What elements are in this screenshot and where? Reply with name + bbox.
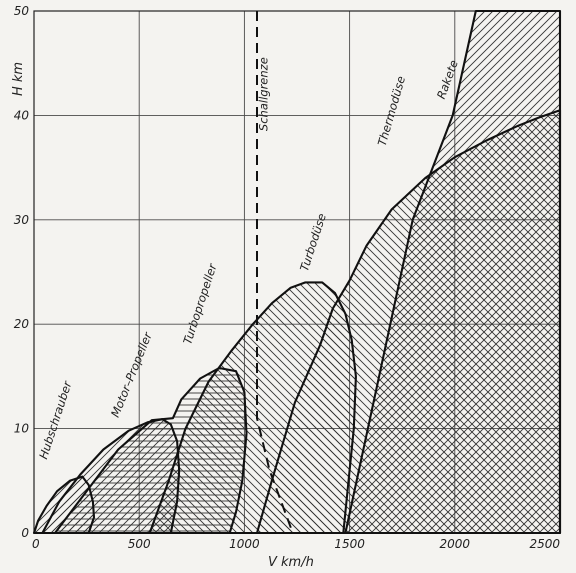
x-tick-1000: 1000 <box>229 537 260 551</box>
y-axis-label: H km <box>11 62 26 96</box>
y-tick-40: 40 <box>14 108 30 122</box>
y-tick-0: 0 <box>21 526 29 540</box>
y-tick-30: 30 <box>14 213 30 227</box>
tick-labels: 0 500 1000 1500 2000 2500 0 10 20 30 40 50 <box>14 4 561 551</box>
x-tick-500: 500 <box>128 537 151 551</box>
region-rakete <box>345 11 560 533</box>
label-thermoduse: Thermodüse <box>375 74 408 147</box>
boundary-lines <box>32 9 562 535</box>
region-outline-rakete <box>344 9 562 535</box>
x-axis-label: V km/h <box>268 555 314 570</box>
y-tick-10: 10 <box>14 422 30 436</box>
label-turboduse: Turbodüse <box>297 212 329 273</box>
x-tick-0: 0 <box>32 537 40 551</box>
label-motor-propeller: Motor–Propeller <box>108 329 155 419</box>
label-turbopropeller: Turbopropeller <box>180 261 220 346</box>
region-outline-thermoduse <box>255 109 562 535</box>
y-tick-20: 20 <box>14 317 30 331</box>
x-tick-1500: 1500 <box>334 537 365 551</box>
regions <box>34 11 560 533</box>
line-schallgrenze <box>256 11 294 534</box>
y-tick-50: 50 <box>14 4 30 18</box>
label-schallgrenze: Schallgrenze <box>257 57 271 131</box>
label-hubschrauber: Hubschrauber <box>36 378 75 461</box>
region-outline-hubschrauber <box>32 475 96 535</box>
region-outline-turboduse <box>148 281 357 535</box>
x-tick-2500: 2500 <box>529 537 560 551</box>
x-tick-2000: 2000 <box>440 537 471 551</box>
